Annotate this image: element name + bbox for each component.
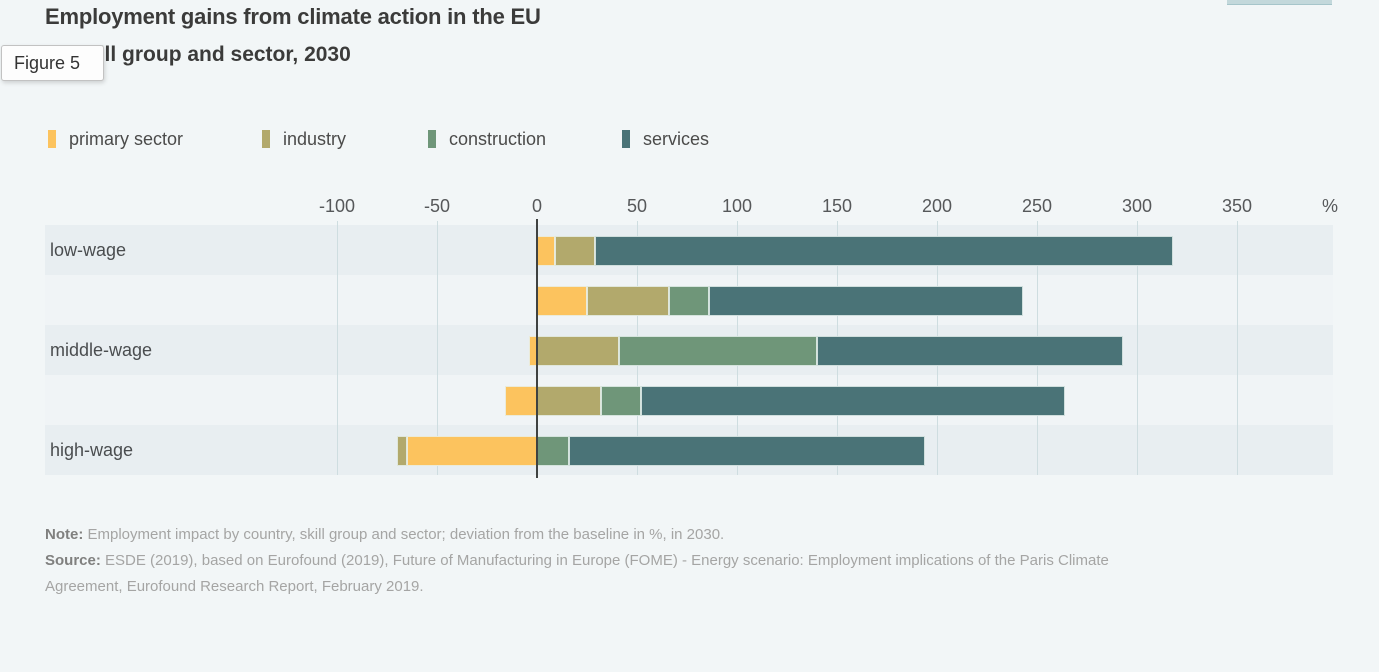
figure-label-badge[interactable]: Figure 5	[1, 45, 104, 81]
bar-segment	[505, 386, 537, 416]
bar-segment	[537, 286, 587, 316]
bar-segment	[587, 286, 669, 316]
bar-segment	[537, 436, 569, 466]
legend-item-label: primary sector	[69, 128, 184, 149]
axis-tick-label: 100	[721, 196, 753, 216]
gridline	[337, 221, 338, 475]
chart-source: Source: ESDE (2019), based on Eurofound …	[45, 548, 1145, 600]
legend-item-label: construction	[449, 128, 547, 149]
bar-segment	[669, 286, 709, 316]
bar-segment	[569, 436, 925, 466]
row-label: low-wage	[50, 239, 127, 260]
axis-tick-label: 250	[1021, 196, 1053, 216]
bar-segment	[601, 386, 641, 416]
legend-item-label: services	[643, 128, 710, 149]
row-label: middle-wage	[50, 339, 153, 360]
bar-segment	[397, 436, 407, 466]
bar-segment	[817, 336, 1123, 366]
bar-segment	[619, 336, 817, 366]
gridline	[437, 221, 438, 475]
legend-item: industry	[262, 128, 346, 150]
source-label: Source:	[45, 552, 101, 569]
top-edge-strip	[1227, 0, 1332, 5]
note-label: Note:	[45, 526, 84, 543]
note-text: Employment impact by country, skill grou…	[87, 526, 725, 543]
figure-label: Figure 5	[14, 52, 81, 73]
axis-tick-label: 350	[1221, 196, 1253, 216]
legend-swatch-icon	[622, 130, 630, 148]
bar-segment	[537, 386, 601, 416]
legend-item: construction	[428, 128, 546, 150]
axis-tick-label: -50	[423, 196, 450, 216]
axis-tick-label: 50	[626, 196, 648, 216]
axis-tick-label: 300	[1121, 196, 1153, 216]
gridline	[1237, 221, 1238, 475]
bar-segment	[709, 286, 1023, 316]
source-text: ESDE (2019), based on Eurofound (2019), …	[45, 552, 1109, 595]
bar-segment	[555, 236, 595, 266]
axis-tick-label: -100	[318, 196, 356, 216]
bar-segment	[537, 236, 555, 266]
chart-note: Note: Employment impact by country, skil…	[45, 522, 1145, 548]
legend-item: primary sector	[48, 128, 183, 150]
row-label: high-wage	[50, 439, 134, 460]
legend-item-label: industry	[283, 128, 347, 149]
legend-swatch-icon	[262, 130, 270, 148]
axis-tick-label: 200	[921, 196, 953, 216]
axis-unit-label: %	[1321, 196, 1338, 216]
bar-segment	[407, 436, 537, 466]
bar-segment	[595, 236, 1173, 266]
bar-segment	[537, 336, 619, 366]
legend-swatch-icon	[428, 130, 436, 148]
legend-item: services	[622, 128, 709, 150]
chart-title: Employment gains from climate action in …	[45, 4, 541, 29]
gridline	[1137, 221, 1138, 475]
zero-axis-line	[536, 219, 538, 478]
bar-segment	[641, 386, 1065, 416]
axis-tick-label: 150	[821, 196, 853, 216]
axis-tick-label: 0	[531, 196, 542, 216]
legend-swatch-icon	[48, 130, 56, 148]
chart-subtitle: by skill group and sector, 2030	[45, 43, 351, 66]
